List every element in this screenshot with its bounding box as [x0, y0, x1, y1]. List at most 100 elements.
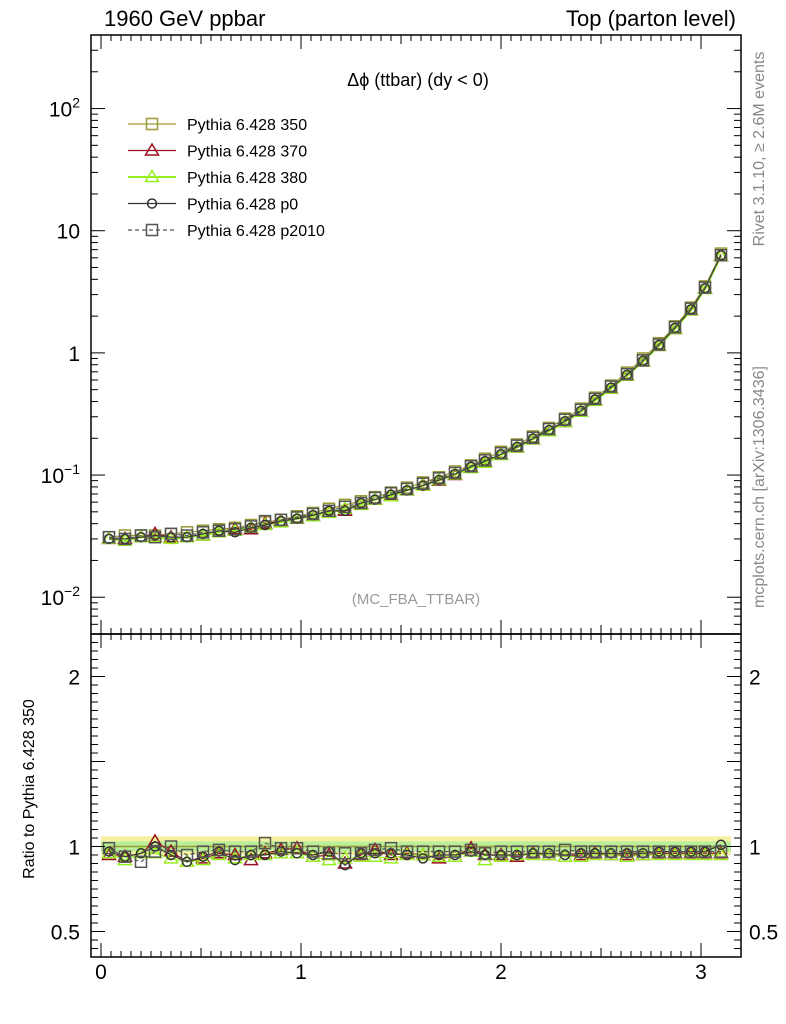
- main-point-4: [258, 514, 272, 528]
- ratio-point-4: [588, 845, 602, 858]
- ratio-point-4: [510, 845, 524, 858]
- main-point-3: [229, 527, 241, 538]
- ratio-y-tick-label-right: 0.5: [749, 922, 778, 945]
- ratio-frame: [90, 633, 742, 958]
- ratio-point-3: [417, 853, 429, 864]
- main-point-4: [684, 302, 698, 315]
- main-point-4: [196, 526, 210, 539]
- legend-label-4: Pythia 6.428 p2010: [187, 223, 325, 240]
- main-point-4: [180, 529, 194, 542]
- main-point-3: [355, 497, 367, 509]
- x-tick-label: 0: [95, 961, 107, 984]
- main-point-3: [119, 533, 131, 545]
- main-point-4: [574, 403, 588, 417]
- main-point-4: [354, 496, 368, 510]
- main-point-4: [118, 532, 132, 546]
- main-point-4: [510, 439, 524, 452]
- ratio-point-3: [511, 849, 523, 861]
- ratio-point-4: [636, 845, 650, 858]
- ratio-point-1: [367, 841, 383, 856]
- ratio-point-4: [306, 845, 320, 858]
- ratio-point-4: [698, 845, 712, 858]
- process-label: Top (parton level): [566, 6, 736, 31]
- main-point-2: [163, 530, 179, 545]
- ratio-point-3: [339, 859, 351, 871]
- ratio-point-3: [369, 848, 381, 859]
- ratio-point-4: [368, 843, 382, 857]
- x-tick-label: 2: [495, 961, 507, 984]
- main-point-4: [432, 472, 446, 485]
- ratio-point-2: [587, 847, 603, 861]
- ratio-point-4: [290, 841, 304, 855]
- ratio-y-tick-label-left: 2: [68, 667, 80, 690]
- main-point-4: [698, 281, 712, 294]
- ratio-point-3: [165, 849, 177, 861]
- main-point-4: [620, 367, 634, 381]
- ratio-point-4: [384, 841, 398, 855]
- ratio-point-3: [699, 846, 711, 857]
- ratio-point-3: [181, 856, 193, 868]
- ratio-point-4: [604, 845, 618, 858]
- main-y-tick-label: 102: [49, 95, 80, 122]
- ratio-point-2: [493, 848, 509, 862]
- ratio-point-4: [542, 845, 556, 858]
- ratio-point-4: [432, 845, 446, 858]
- legend-label-1: Pythia 6.428 370: [187, 144, 307, 161]
- ratio-point-4: [322, 847, 336, 860]
- x-tick-label: 3: [695, 961, 707, 984]
- legend-marker-3: [146, 198, 158, 209]
- ratio-point-4: [400, 845, 414, 858]
- ratio-point-3: [495, 849, 507, 861]
- ratio-point-4: [574, 845, 588, 858]
- main-point-3: [323, 505, 335, 517]
- ratio-point-4: [244, 845, 258, 858]
- main-series-line-0: [108, 253, 722, 538]
- ratio-point-4: [212, 843, 226, 857]
- main-point-4: [668, 321, 682, 334]
- ratio-point-4: [464, 843, 478, 857]
- main-point-4: [368, 491, 382, 505]
- main-y-tick-label: 1: [68, 343, 80, 366]
- ratio-point-4: [478, 847, 492, 860]
- ratio-point-3: [685, 846, 697, 857]
- main-point-4: [148, 530, 162, 544]
- ratio-point-4: [274, 841, 288, 855]
- ratio-point-4: [652, 845, 666, 858]
- legend-marker-1: [144, 142, 160, 156]
- ratio-point-3: [715, 839, 727, 851]
- main-y-tick-label: 10−2: [41, 583, 81, 610]
- main-series-line-3: [109, 254, 722, 540]
- ratio-point-3: [307, 849, 319, 861]
- ratio-point-4: [526, 845, 540, 858]
- x-tick-label: 1: [295, 961, 307, 984]
- ratio-series-line-3: [108, 844, 722, 866]
- ratio-point-4: [134, 855, 148, 869]
- ratio-point-4: [228, 845, 242, 858]
- main-y-tick-label: 10−1: [41, 461, 81, 488]
- ratio-point-3: [401, 849, 413, 861]
- main-y-tick-label: 10: [57, 221, 80, 244]
- main-point-4: [588, 392, 602, 406]
- main-point-4: [274, 513, 288, 527]
- main-point-4: [464, 460, 478, 473]
- ratio-point-3: [449, 849, 461, 861]
- rivet-version-label: Rivet 3.1.10, ≥ 2.6M events: [751, 51, 768, 247]
- mcplots-reference-label: mcplots.cern.ch [arXiv:1306.3436]: [751, 366, 768, 608]
- ratio-point-2: [337, 850, 353, 864]
- main-point-4: [384, 486, 398, 500]
- main-point-2: [117, 532, 133, 546]
- ratio-point-3: [229, 854, 241, 866]
- ratio-point-3: [103, 846, 115, 857]
- tick-labels: 0 1 2 3 10−2 10−1 1 10 102 0.5 0.5 1 1 2 2: [41, 95, 779, 984]
- main-point-4: [652, 338, 666, 351]
- ratio-point-4: [118, 850, 132, 863]
- ratio-series-line-2: [108, 850, 721, 863]
- ratio-point-4: [354, 847, 368, 860]
- main-plot-series: [101, 247, 729, 546]
- ratio-point-4: [494, 845, 508, 858]
- main-point-4: [322, 504, 336, 518]
- ratio-point-3: [275, 846, 287, 857]
- plot-axes: [90, 34, 742, 958]
- ratio-point-2: [603, 847, 619, 861]
